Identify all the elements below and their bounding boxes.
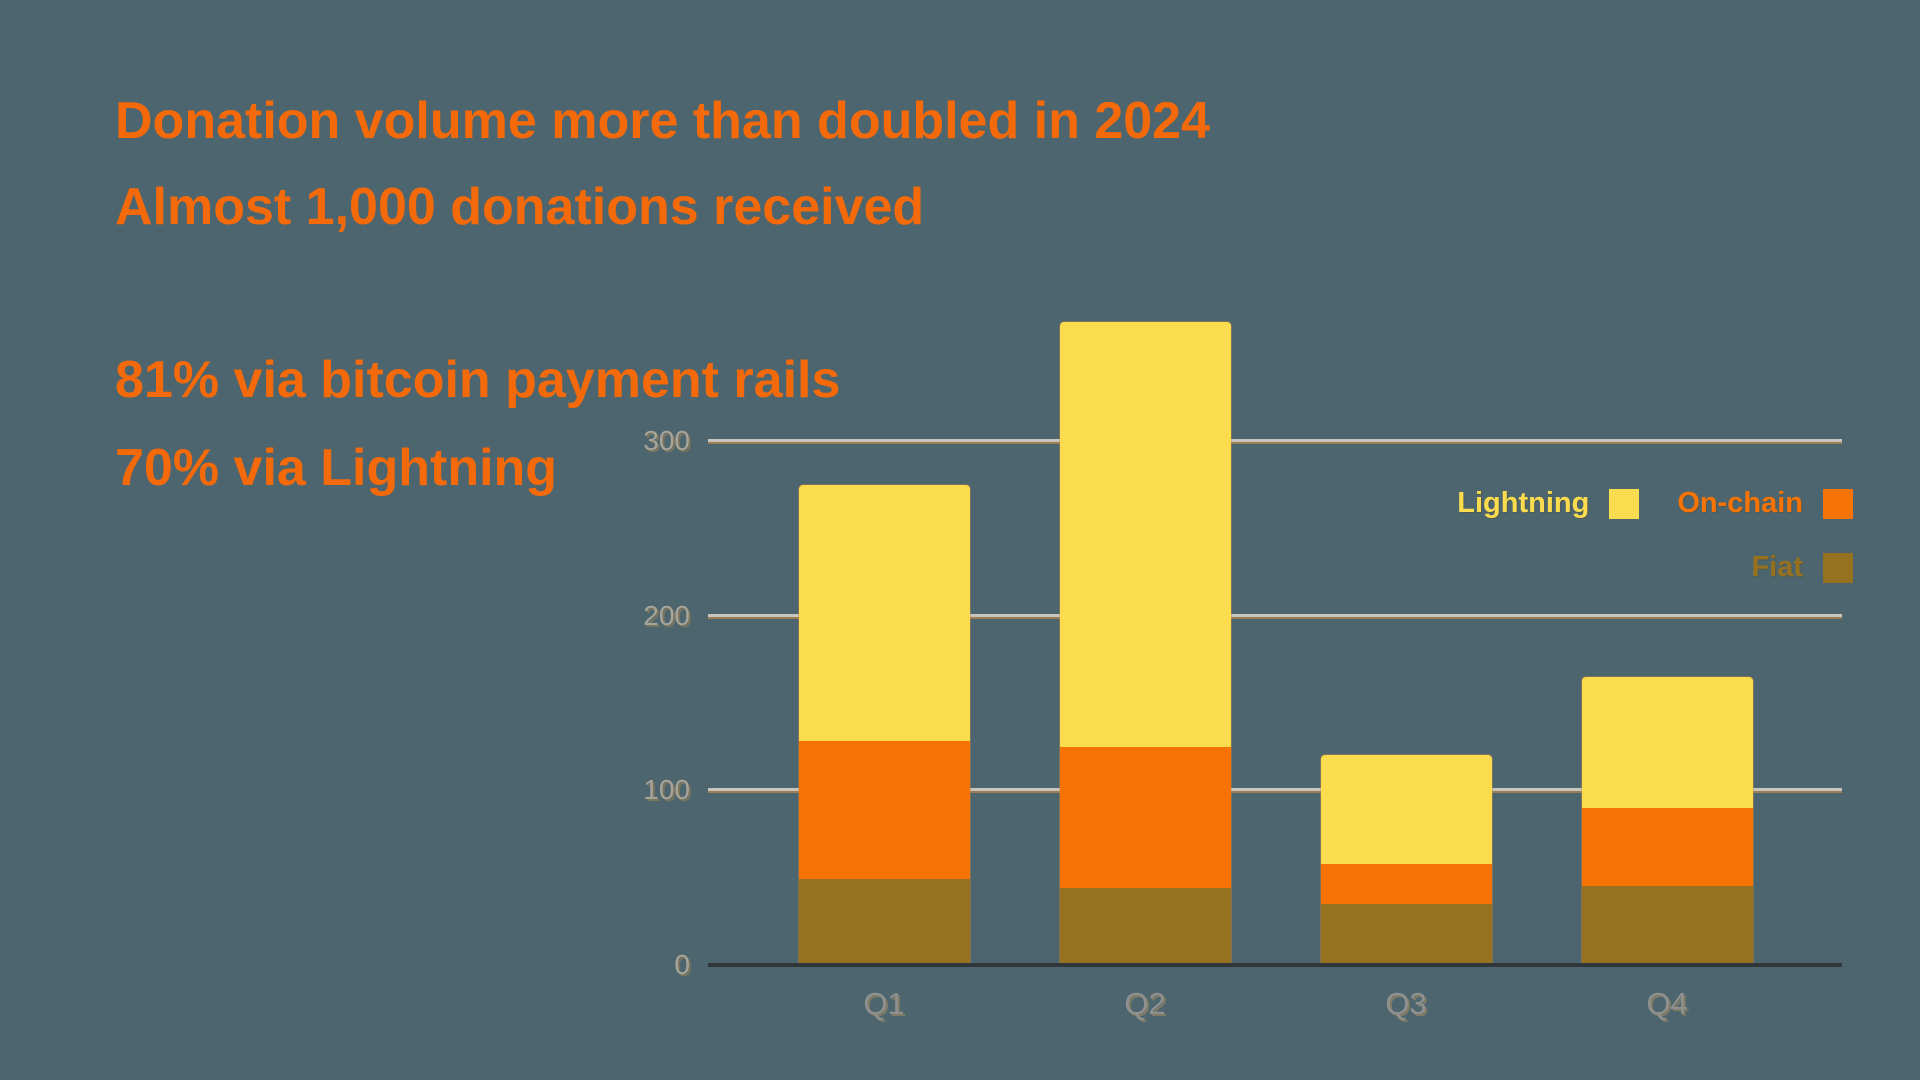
bar-segment-fiat — [1581, 886, 1753, 965]
legend-item-fiat: Fiat — [1751, 551, 1853, 584]
bar-segment-fiat — [1320, 903, 1492, 965]
bar-segment-lightning — [798, 484, 970, 742]
bar-q2 — [1059, 322, 1231, 965]
legend-swatch-lightning-icon — [1609, 488, 1640, 519]
stat-lightning: 70% via Lightning — [115, 439, 558, 497]
gridline-200 — [708, 613, 1842, 617]
y-axis-tick-label: 100 — [643, 774, 690, 806]
x-axis-label-q4: Q4 — [1646, 986, 1688, 1021]
legend-item-lightning: Lightning — [1457, 487, 1640, 520]
bar-segment-on-chain — [1320, 863, 1492, 904]
bar-segment-on-chain — [1581, 807, 1753, 887]
headline-line-2: Almost 1,000 donations received — [115, 178, 925, 236]
y-axis-tick-label: 300 — [643, 424, 690, 456]
stat-bitcoin-rails: 81% via bitcoin payment rails — [115, 351, 841, 409]
x-axis-line — [708, 963, 1842, 967]
gridline-300 — [708, 438, 1842, 442]
legend-label: On-chain — [1677, 487, 1803, 519]
y-axis-tick-label: 200 — [643, 599, 690, 631]
bar-segment-fiat — [1059, 888, 1231, 965]
bar-segment-lightning — [1581, 676, 1753, 808]
bar-segment-on-chain — [1059, 746, 1231, 889]
x-axis-label-q2: Q2 — [1124, 986, 1166, 1021]
headline-line-1: Donation volume more than doubled in 202… — [115, 92, 1211, 150]
chart-legend: Lightning On-chain Fiat — [1419, 487, 1853, 584]
bar-segment-fiat — [798, 879, 970, 965]
x-axis-label-q3: Q3 — [1385, 986, 1427, 1021]
legend-swatch-fiat-icon — [1823, 552, 1853, 583]
bar-q3 — [1320, 755, 1492, 965]
legend-item-on-chain: On-chain — [1677, 487, 1853, 520]
bar-q4 — [1581, 676, 1753, 965]
legend-row: Lightning On-chain — [1419, 487, 1853, 520]
y-axis-tick-label: 0 — [674, 949, 690, 980]
legend-label: Fiat — [1751, 551, 1803, 583]
bar-segment-lightning — [1059, 322, 1231, 747]
bar-segment-on-chain — [798, 741, 970, 880]
gridline-100 — [708, 788, 1842, 792]
legend-swatch-on-chain-icon — [1823, 488, 1853, 519]
x-axis-label-q1: Q1 — [863, 986, 905, 1021]
legend-row: Fiat — [1713, 551, 1853, 584]
bar-q1 — [798, 484, 970, 965]
legend-label: Lightning — [1457, 487, 1590, 519]
bar-segment-lightning — [1320, 755, 1492, 864]
stacked-bar-chart: Q1 Q2 Q3 Q4 — [708, 0, 1842, 1080]
